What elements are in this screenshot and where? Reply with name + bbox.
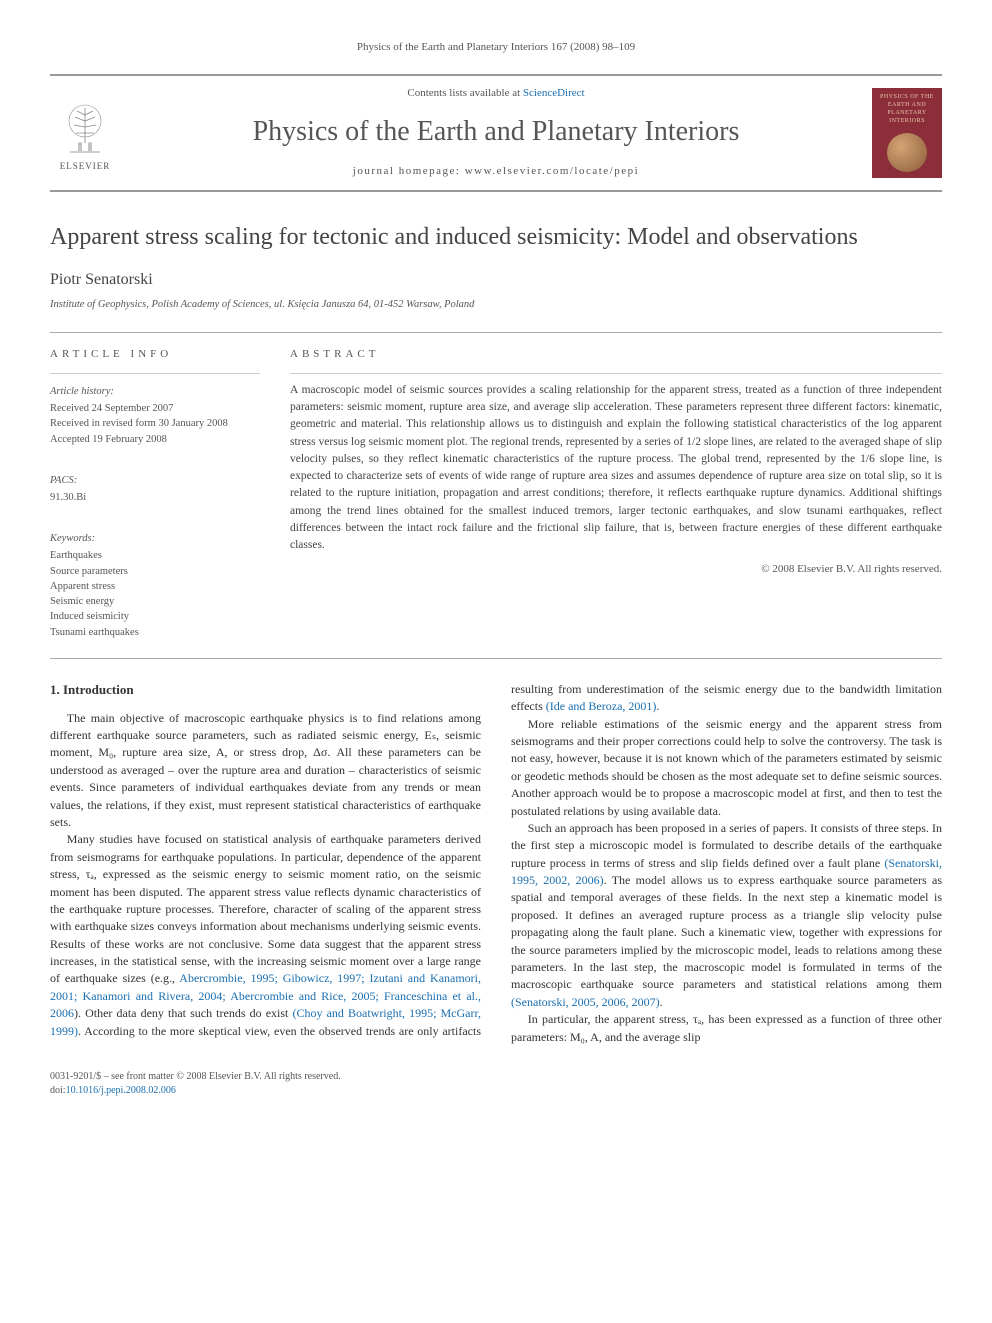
keyword: Induced seismicity	[50, 609, 260, 624]
keyword: Earthquakes	[50, 548, 260, 563]
keyword: Tsunami earthquakes	[50, 625, 260, 640]
history-label: Article history:	[50, 384, 260, 399]
masthead: ELSEVIER Contents lists available at Sci…	[50, 74, 942, 192]
cover-title: PHYSICS OF THE EARTH AND PLANETARY INTER…	[876, 94, 938, 125]
paragraph: More reliable estimations of the seismic…	[511, 716, 942, 820]
section-heading: 1. Introduction	[50, 681, 481, 700]
paragraph: In particular, the apparent stress, τₐ, …	[511, 1011, 942, 1046]
pacs-label: PACS:	[50, 473, 260, 488]
info-abstract-row: ARTICLE INFO Article history: Received 2…	[50, 332, 942, 659]
homepage-url: www.elsevier.com/locate/pepi	[465, 165, 639, 177]
masthead-center: Contents lists available at ScienceDirec…	[138, 86, 854, 180]
cover-globe-icon	[887, 133, 927, 172]
doi-prefix: doi:	[50, 1085, 66, 1096]
article-info-column: ARTICLE INFO Article history: Received 2…	[50, 347, 260, 640]
article-title: Apparent stress scaling for tectonic and…	[50, 222, 942, 253]
running-head: Physics of the Earth and Planetary Inter…	[50, 40, 942, 56]
body-text: 1. Introduction The main objective of ma…	[50, 681, 942, 1046]
elsevier-tree-icon	[60, 103, 110, 158]
pacs-value: 91.30.Bi	[50, 490, 260, 505]
affiliation: Institute of Geophysics, Polish Academy …	[50, 297, 942, 312]
journal-cover-thumbnail: PHYSICS OF THE EARTH AND PLANETARY INTER…	[872, 88, 942, 178]
homepage-prefix: journal homepage:	[353, 165, 465, 177]
publisher-name: ELSEVIER	[60, 160, 111, 173]
keyword: Source parameters	[50, 564, 260, 579]
abstract-column: ABSTRACT A macroscopic model of seismic …	[290, 347, 942, 640]
history-line: Accepted 19 February 2008	[50, 432, 260, 447]
keyword: Seismic energy	[50, 594, 260, 609]
article-info-heading: ARTICLE INFO	[50, 347, 260, 363]
author-name: Piotr Senatorski	[50, 268, 942, 291]
journal-title: Physics of the Earth and Planetary Inter…	[138, 112, 854, 153]
doi-link[interactable]: 10.1016/j.pepi.2008.02.006	[66, 1085, 176, 1096]
contents-line: Contents lists available at ScienceDirec…	[138, 86, 854, 102]
keyword: Apparent stress	[50, 579, 260, 594]
publisher-logo: ELSEVIER	[50, 93, 120, 173]
paragraph: Such an approach has been proposed in a …	[511, 820, 942, 1011]
keywords-label: Keywords:	[50, 531, 260, 546]
paragraph: The main objective of macroscopic earthq…	[50, 710, 481, 832]
citation-link[interactable]: (Senatorski, 2005, 2006, 2007)	[511, 995, 660, 1009]
homepage-line: journal homepage: www.elsevier.com/locat…	[138, 164, 854, 180]
footer: 0031-9201/$ – see front matter © 2008 El…	[50, 1070, 942, 1098]
title-block: Apparent stress scaling for tectonic and…	[50, 222, 942, 253]
abstract-text: A macroscopic model of seismic sources p…	[290, 382, 942, 555]
abstract-heading: ABSTRACT	[290, 347, 942, 363]
citation-link[interactable]: (Ide and Beroza, 2001)	[546, 699, 657, 713]
footer-line-1: 0031-9201/$ – see front matter © 2008 El…	[50, 1070, 942, 1084]
contents-prefix: Contents lists available at	[407, 87, 522, 99]
sciencedirect-link[interactable]: ScienceDirect	[523, 87, 585, 99]
history-line: Received 24 September 2007	[50, 401, 260, 416]
history-line: Received in revised form 30 January 2008	[50, 416, 260, 431]
abstract-copyright: © 2008 Elsevier B.V. All rights reserved…	[290, 562, 942, 578]
